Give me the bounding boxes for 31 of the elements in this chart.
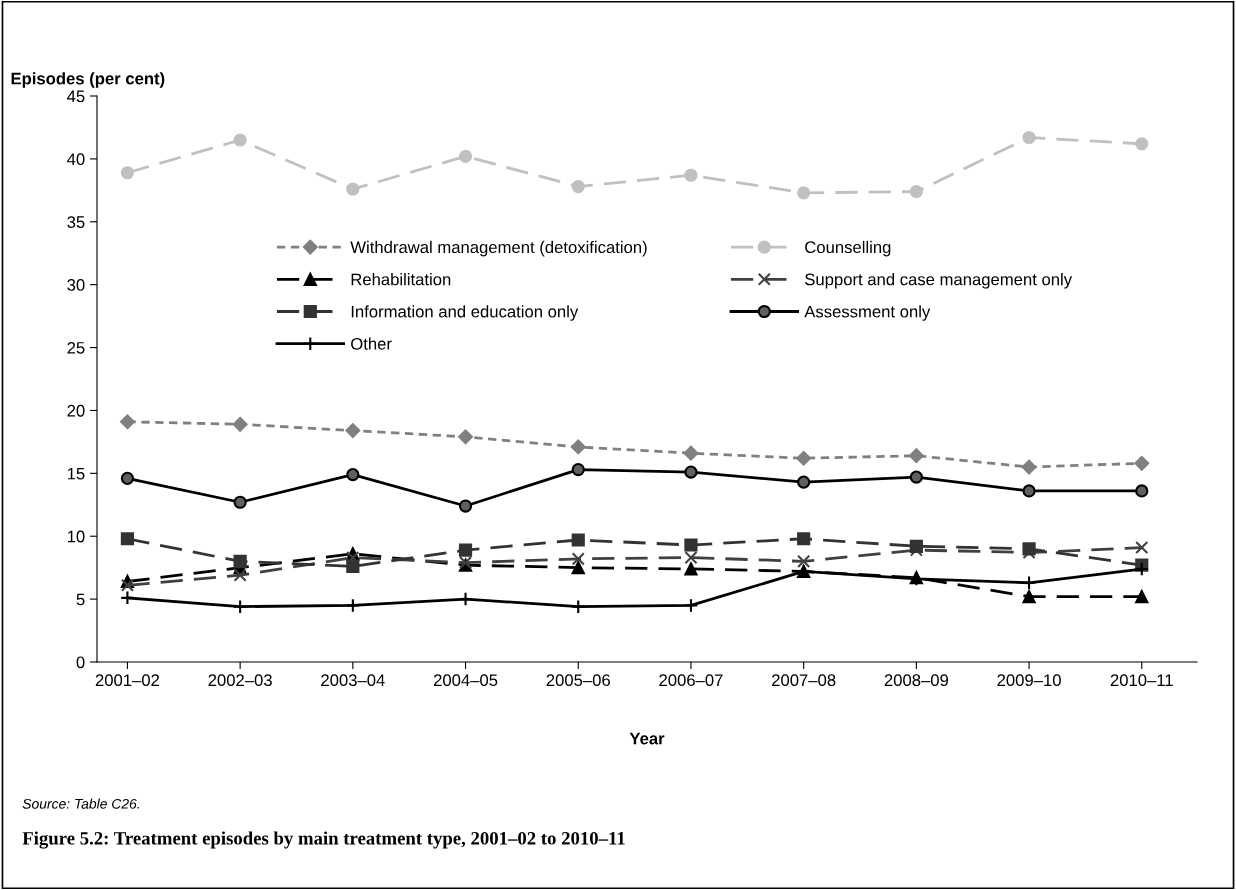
x-tick-label: 2005–06	[546, 674, 610, 687]
x-tick-label: 2008–09	[884, 674, 949, 687]
text: Figure 5.2: Treatment episodes by main treatment type, 2001–02 to 2010–11	[22, 831, 625, 849]
y-tick-label: 45	[67, 90, 85, 103]
source-note: Source: Table C26.	[22, 798, 139, 809]
legend-label: Information and education only	[351, 305, 579, 321]
legend-label: Assessment only	[804, 305, 931, 321]
legend-label: Rehabilitation	[351, 273, 451, 286]
y-tick-label: 30	[67, 279, 85, 291]
legend-label: Withdrawal management (detoxification)	[350, 240, 647, 257]
x-tick-label: 2003–04	[321, 674, 385, 687]
y-tick-label: 20	[67, 404, 85, 417]
x-tick-label: 2002–03	[208, 674, 272, 687]
legend-label: Support and case management only	[805, 273, 1073, 289]
y-tick-label: 15	[67, 467, 85, 480]
x-tick-label: 2001–02	[95, 674, 160, 687]
x-tick-label: 2009–10	[997, 674, 1061, 687]
x-tick-label: 2004–05	[433, 674, 498, 687]
legend-label: Counselling	[805, 240, 891, 257]
legend-label: Other	[351, 337, 392, 350]
y-axis-title: Episodes (per cent)	[11, 72, 165, 88]
x-tick-label: 2010–11	[1110, 674, 1173, 687]
y-tick-label: 25	[67, 341, 85, 354]
x-axis-title: Year	[629, 732, 665, 745]
x-tick-label: 2006–07	[659, 674, 723, 687]
x-tick-label: 2007–08	[772, 674, 836, 687]
y-tick-label: 40	[67, 153, 85, 166]
y-tick-label: 0	[76, 656, 85, 669]
y-tick-label: 10	[67, 530, 85, 543]
y-tick-label: 5	[76, 593, 85, 606]
y-tick-label: 35	[67, 216, 85, 228]
